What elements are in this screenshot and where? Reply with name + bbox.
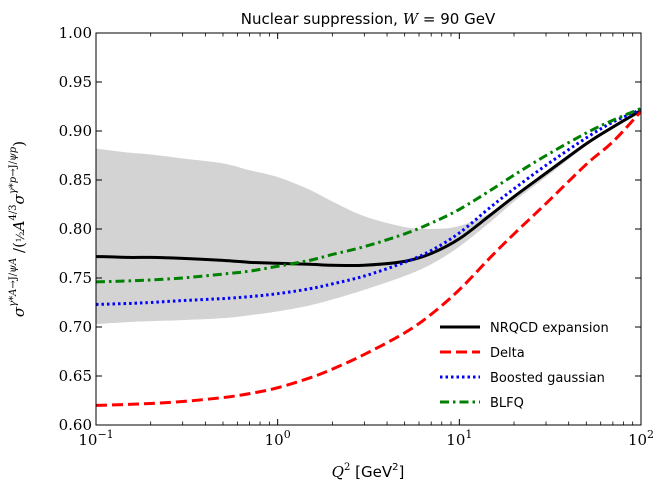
y-tick-label: 0.80 [59, 220, 92, 238]
legend: NRQCD expansion Delta Boosted gaussian BLFQ [440, 321, 609, 411]
y-tick-label: 1.00 [59, 24, 92, 42]
legend-entry-label: Boosted gaussian [490, 371, 605, 386]
x-axis-label: Q2 [GeV2] [332, 462, 405, 481]
x-tick-label: 101 [446, 428, 472, 449]
y-tick-label: 0.90 [59, 122, 92, 140]
legend-entry-label: NRQCD expansion [490, 321, 609, 336]
x-tick-label: 100 [265, 428, 291, 449]
y-tick-label: 0.75 [59, 269, 92, 287]
legend-entry-label: Delta [490, 346, 525, 361]
y-tick-label: 0.95 [59, 73, 92, 91]
uncertainty-band [96, 111, 641, 325]
series-line-blfq [96, 107, 641, 284]
plot-area [96, 107, 641, 407]
x-tick-label: 102 [628, 428, 654, 449]
series-line-delta [96, 110, 641, 407]
y-tick-label: 0.65 [59, 367, 92, 385]
x-tick-label: 10−1 [78, 428, 113, 449]
series-line-boosted-gaussian [96, 108, 641, 306]
y-axis: 0.60 0.65 0.70 0.75 0.80 0.85 0.90 0.95 1.00 [59, 24, 641, 434]
x-axis: 10−1 100 101 102 [78, 33, 654, 449]
chart-title: Nuclear suppression, W = 90 GeV [241, 10, 496, 28]
y-axis-label: σγ*A→J/ψA /(½A4/3σγ*p→J/ψp) [8, 141, 28, 317]
y-tick-label: 0.60 [59, 416, 92, 434]
series-layer [96, 107, 641, 407]
y-tick-label: 0.70 [59, 318, 92, 336]
y-tick-label: 0.85 [59, 171, 92, 189]
legend-entry-label: BLFQ [490, 396, 524, 411]
series-line-nrqcd-expansion [96, 109, 641, 268]
